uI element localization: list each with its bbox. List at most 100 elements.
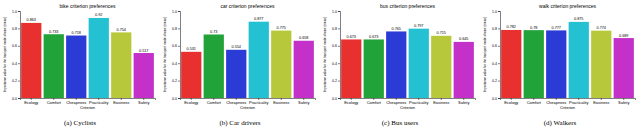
x-axis-title: Criterion <box>240 105 255 110</box>
tick: 0.6 <box>172 44 180 48</box>
caption: (a) Cyclists <box>64 119 96 127</box>
tick-label: 1.0 <box>172 10 177 14</box>
tick: 0.4 <box>332 62 340 66</box>
tick-label: 1.0 <box>492 10 497 14</box>
bar <box>204 34 224 98</box>
tick: Comfort <box>207 98 222 105</box>
tick-label: 0.4 <box>12 62 17 66</box>
bar <box>44 34 64 98</box>
tick-label: Easiness <box>113 100 129 105</box>
y-axis: 0.00.20.40.60.81.0 <box>492 10 501 101</box>
tick-label: 0.2 <box>332 79 337 83</box>
tick: Comfort <box>47 98 62 105</box>
plot-area: 0.00.20.40.60.81.0EcologyComfortCheapnes… <box>492 10 636 105</box>
data-label: 0.733 <box>49 30 59 34</box>
tick-mark <box>498 28 500 29</box>
bar <box>89 18 109 98</box>
tick-label: 0.6 <box>332 44 337 48</box>
caption: (b) Car drivers <box>219 119 260 127</box>
tick: 0.0 <box>332 97 340 101</box>
tick: 0.8 <box>172 27 180 31</box>
tick: 0.0 <box>172 97 180 101</box>
tick-mark <box>498 81 500 82</box>
tick: Practicality <box>569 98 588 105</box>
bars <box>341 29 474 98</box>
tick: Safety <box>298 98 309 105</box>
data-labels: 0.6730.6730.7650.7970.7150.645 <box>346 24 468 41</box>
bar <box>524 30 544 98</box>
tick-label: 0.2 <box>172 79 177 83</box>
tick-label: Ecology <box>344 100 358 105</box>
bar <box>341 39 361 98</box>
bar <box>591 31 611 98</box>
data-label: 0.775 <box>276 26 286 30</box>
tick: 0.4 <box>12 62 20 66</box>
data-label: 0.765 <box>391 27 401 31</box>
axis-line <box>181 99 316 101</box>
y-axis-title: Importance value for the transport mode … <box>323 17 327 93</box>
plot-area: 0.00.20.40.60.81.0EcologyComfortCheapnes… <box>12 10 156 105</box>
data-label: 0.689 <box>619 34 629 38</box>
tick-label: 1.0 <box>332 10 337 14</box>
tick: 0.4 <box>492 62 500 66</box>
axis-line <box>341 99 476 101</box>
tick-label: 0.2 <box>12 79 17 83</box>
tick: 0.8 <box>332 27 340 31</box>
bar <box>431 36 451 98</box>
bar <box>249 22 269 98</box>
axis-line <box>178 12 181 99</box>
title: walk criterion preferences <box>539 3 596 9</box>
panel: 0.00.20.40.60.81.0EcologyComfortCheapnes… <box>323 3 476 128</box>
y-axis-title: Importance value for the transport mode … <box>483 17 487 93</box>
data-label: 0.715 <box>436 31 446 35</box>
data-label: 0.78 <box>530 26 537 30</box>
tick-mark <box>338 63 340 64</box>
bars <box>181 22 314 98</box>
x-axis: EcologyComfortCheapnessPracticalityEasin… <box>181 98 316 105</box>
x-axis: EcologyComfortCheapnessPracticalityEasin… <box>341 98 476 105</box>
tick-label: 0.4 <box>492 62 497 66</box>
figure: 0.0 0.2 0.4 0.6 0.8 1.0 Ecology Comfort Cheapnes… <box>0 0 640 129</box>
bars <box>501 22 634 98</box>
tick-label: 0.0 <box>332 97 337 101</box>
bar <box>181 52 201 98</box>
data-labels: 0.5310.730.5540.8770.7750.658 <box>186 17 308 51</box>
tick: 1.0 <box>332 10 340 14</box>
axis-line <box>18 12 21 99</box>
y-axis-title: Importance value for the transport mode … <box>3 17 7 93</box>
y-axis: 0.0 0.2 0.4 0.6 0.8 1.0 <box>332 10 341 101</box>
tick: Safety <box>458 98 469 105</box>
tick-label: Comfort <box>527 100 542 105</box>
tick: Easiness <box>433 98 449 105</box>
data-label: 0.673 <box>346 35 356 39</box>
tick: Easiness <box>113 98 129 105</box>
axis-line <box>501 99 636 101</box>
tick-label: Ecology <box>504 100 518 105</box>
data-label: 0.782 <box>506 25 516 29</box>
tick: Ecology <box>24 98 38 105</box>
tick: Comfort <box>367 98 382 105</box>
x-axis-title: Criterion <box>400 105 415 110</box>
tick: Ecology <box>504 98 518 105</box>
data-label: 0.658 <box>299 36 309 40</box>
data-labels: 0.7820.780.7770.8750.7740.689 <box>506 17 628 37</box>
tick: 0.8 <box>12 27 20 31</box>
tick-label: 0.0 <box>172 97 177 101</box>
tick-label: 0.6 <box>12 44 17 48</box>
tick: 0.4 <box>172 62 180 66</box>
tick-mark <box>178 46 180 47</box>
tick-mark <box>18 46 20 47</box>
panel: 0.00.20.40.60.81.0EcologyComfortCheapnes… <box>163 3 316 128</box>
tick-label: 0.8 <box>492 27 497 31</box>
tick: Cheapness <box>226 98 246 105</box>
caption: (d) Walkers <box>544 119 577 127</box>
y-axis-title: Importance value for the transport mode … <box>163 17 167 93</box>
tick: Cheapness <box>546 98 566 105</box>
tick-label: 0.8 <box>332 27 337 31</box>
x-axis: EcologyComfortCheapnessPracticalityEasin… <box>21 98 156 105</box>
tick-mark <box>338 28 340 29</box>
tick: 0.2 <box>12 79 20 83</box>
plot-area: 0.00.20.40.60.81.0EcologyComfortCheapnes… <box>332 10 476 105</box>
tick-label: 1.0 <box>12 10 17 14</box>
tick: Practicality <box>89 98 108 105</box>
